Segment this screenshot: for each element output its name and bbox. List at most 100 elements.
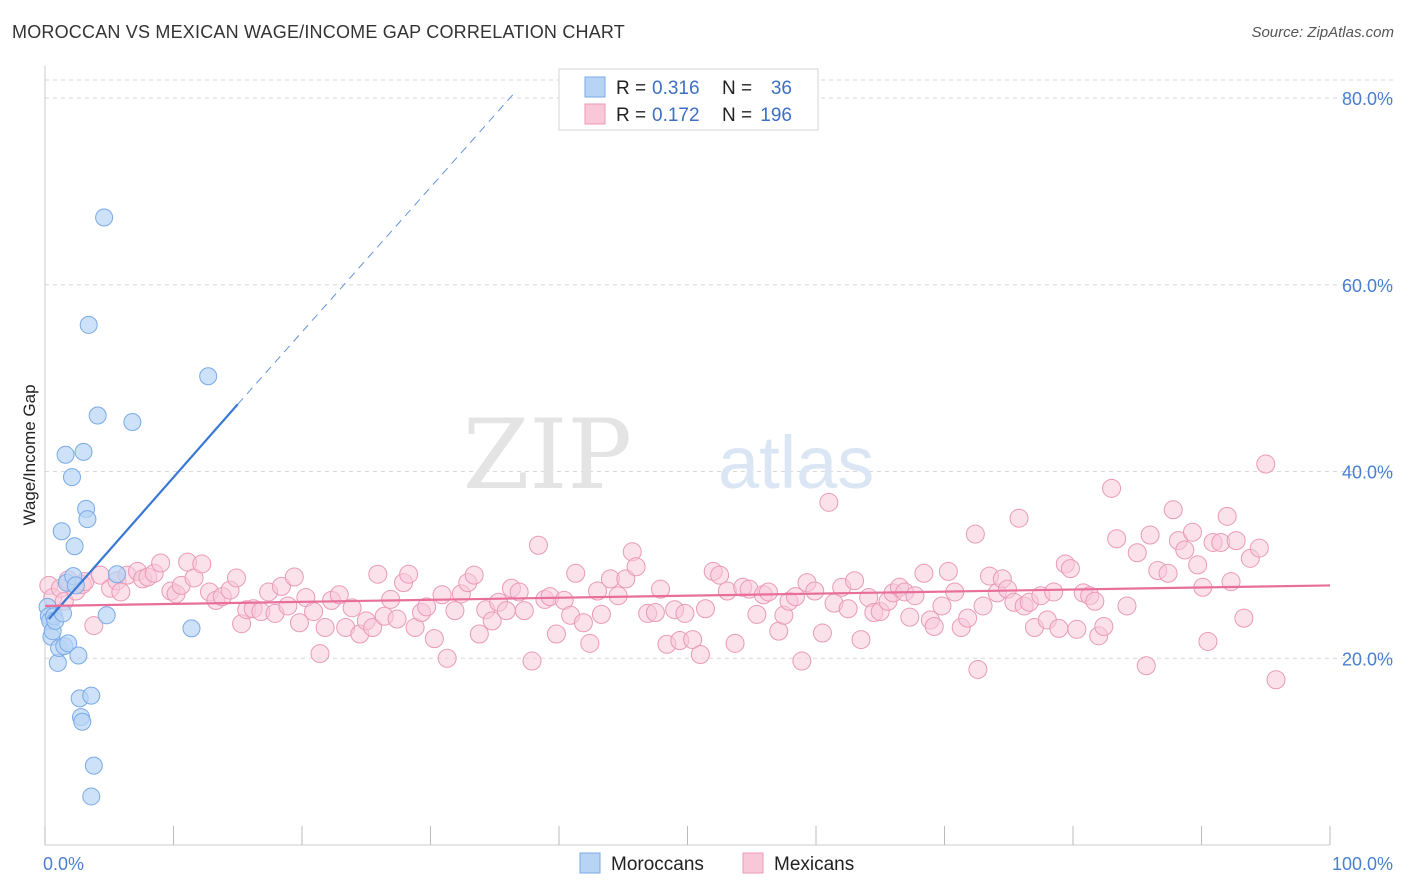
mexican-point [968, 659, 988, 679]
mexican-point [710, 565, 730, 585]
mexican-point [1117, 596, 1137, 616]
mexican-point [958, 608, 978, 628]
series-label-mexicans: Mexicans [774, 854, 854, 875]
mexican-point [1198, 631, 1218, 651]
axes [44, 66, 1331, 846]
mexican-point [695, 599, 715, 619]
legend-r-label: R = [616, 105, 646, 126]
mexican-point [591, 604, 611, 624]
moroccan-point [65, 537, 84, 556]
mexican-point [315, 617, 335, 637]
mexican-point [785, 587, 805, 607]
mexican-point [271, 576, 291, 596]
mexican-point [725, 633, 745, 653]
moroccan-point [88, 406, 107, 425]
moroccan-point [52, 522, 71, 541]
chart-title: MOROCCAN VS MEXICAN WAGE/INCOME GAP CORR… [12, 22, 626, 42]
legend-n-label: N = [722, 105, 752, 126]
mexican-point [528, 535, 548, 555]
mexican-point [905, 586, 925, 606]
y-axis-label: Wage/Income Gap [20, 384, 39, 525]
mexican-point [675, 603, 695, 623]
mexican-point [387, 609, 407, 629]
mexican-point [310, 644, 330, 664]
x-tick-label-max: 100.0% [1332, 854, 1393, 874]
mexican-point [1188, 555, 1208, 575]
y-tick-label: 40.0% [1342, 463, 1393, 483]
source-label: Source: ZipAtlas.com [1251, 24, 1394, 41]
watermark: ZIP atlas [463, 399, 875, 511]
mexican-point [342, 598, 362, 618]
legend-n-moroccans: 36 [771, 78, 792, 99]
tick-labels: 20.0% 40.0% 60.0% 80.0% 0.0% 100.0% [43, 89, 1393, 874]
mexican-point [573, 613, 593, 633]
mexican-point [758, 582, 778, 602]
mexican-point [1140, 525, 1160, 545]
mexican-point [900, 607, 920, 627]
mexican-point [417, 597, 437, 617]
mexican-point [363, 617, 383, 637]
moroccan-point [82, 787, 101, 806]
mexican-point [1009, 508, 1029, 528]
mexican-point [851, 630, 871, 650]
mexican-point [965, 524, 985, 544]
series-swatch-moroccans [579, 852, 601, 874]
moroccan-point [79, 315, 98, 334]
moroccan-point [62, 468, 81, 487]
mexican-point [1183, 522, 1203, 542]
mexican-point [690, 645, 710, 665]
mexican-point [1217, 506, 1237, 526]
mexican-point [812, 623, 832, 643]
mexican-point [1158, 563, 1178, 583]
mexican-point [1049, 618, 1069, 638]
mexican-point [973, 596, 993, 616]
moroccan-point [182, 619, 201, 638]
mexican-point [368, 564, 388, 584]
mexican-point [769, 621, 789, 641]
moroccan-point [95, 208, 114, 227]
mexican-point [1266, 670, 1286, 690]
mexican-point [626, 557, 646, 577]
mexican-point [329, 585, 349, 605]
mexican-point [304, 602, 324, 622]
mexican-point [509, 582, 529, 602]
moroccan-point [66, 576, 85, 595]
mexicans-points [39, 454, 1286, 690]
mexican-point [580, 633, 600, 653]
mexican-point [932, 596, 952, 616]
legend-swatch-mexicans [584, 103, 606, 125]
mexican-point [546, 624, 566, 644]
moroccans-points [38, 208, 218, 806]
legend-swatch-moroccans [584, 76, 606, 98]
mexican-point [84, 616, 104, 636]
moroccan-trendline [48, 403, 239, 620]
moroccan-point [53, 604, 72, 623]
mexican-point [1256, 454, 1276, 474]
moroccan-point [199, 367, 218, 386]
y-tick-label: 60.0% [1342, 276, 1393, 296]
mexican-point [651, 579, 671, 599]
series-label-moroccans: Moroccans [611, 854, 704, 875]
legend-r-moroccans: 0.316 [652, 78, 700, 99]
mexican-point [192, 554, 212, 574]
mexican-point [469, 624, 489, 644]
mexican-point [1226, 531, 1246, 551]
mexican-point [1163, 500, 1183, 520]
y-tick-label: 20.0% [1342, 649, 1393, 669]
moroccan-point [69, 646, 88, 665]
mexican-point [588, 581, 608, 601]
moroccan-point [82, 686, 101, 705]
legend-r-mexicans: 0.172 [652, 105, 700, 126]
mexican-point [1249, 538, 1269, 558]
mexican-point [845, 571, 865, 591]
series-legend: Moroccans Mexicans [579, 852, 854, 875]
watermark-zip: ZIP [463, 399, 632, 511]
mexican-point [289, 613, 309, 633]
mexican-point [437, 648, 457, 668]
mexican-point [1094, 617, 1114, 637]
mexican-point [838, 599, 858, 619]
mexican-point [924, 617, 944, 637]
mexican-point [424, 629, 444, 649]
mexican-point [226, 568, 246, 588]
